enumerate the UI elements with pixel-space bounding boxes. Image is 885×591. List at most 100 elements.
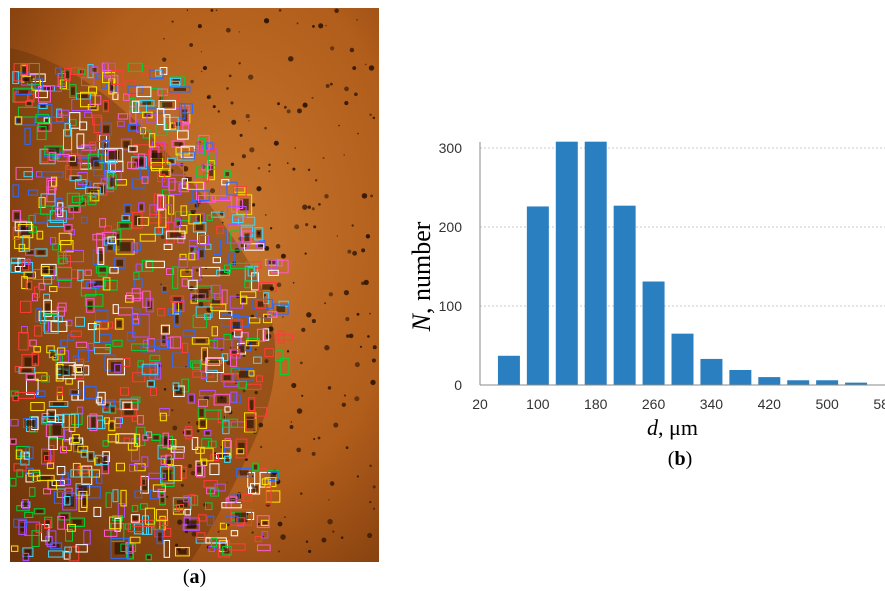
detection-box <box>155 509 168 521</box>
particle <box>240 243 247 248</box>
particle <box>139 156 144 165</box>
particle <box>87 301 93 310</box>
detection-box <box>201 438 213 448</box>
detection-box <box>10 477 17 487</box>
detection-box <box>10 257 21 265</box>
detection-box <box>206 214 213 222</box>
particle <box>185 518 189 524</box>
particle <box>348 333 354 339</box>
particle <box>226 482 228 484</box>
detection-box <box>134 463 146 472</box>
particle <box>88 453 93 460</box>
detection-box <box>129 106 137 124</box>
detection-box <box>190 360 202 368</box>
detection-box <box>211 195 232 202</box>
detection-box <box>169 76 185 87</box>
detection-box <box>239 291 257 299</box>
detection-box <box>271 259 289 274</box>
detection-box <box>155 69 163 77</box>
particle <box>187 520 197 528</box>
particle <box>354 362 360 368</box>
detection-box <box>138 202 145 213</box>
detection-box <box>112 92 119 100</box>
particle <box>200 51 203 53</box>
detection-box <box>178 183 189 193</box>
detection-box <box>142 434 149 441</box>
particle <box>278 550 280 553</box>
bar-220 <box>613 205 636 385</box>
detection-box <box>104 279 118 291</box>
detection-box <box>133 271 140 280</box>
particle <box>352 250 358 256</box>
detection-box <box>141 363 159 375</box>
detection-box <box>131 308 141 326</box>
particle <box>343 290 350 296</box>
detection-box <box>84 111 93 118</box>
particle <box>82 497 87 506</box>
detection-box <box>173 107 183 123</box>
detection-box <box>57 515 66 530</box>
detection-box <box>152 484 166 492</box>
particle <box>290 421 293 423</box>
particle <box>226 87 229 90</box>
particle <box>264 246 270 251</box>
detection-box <box>267 311 278 318</box>
particle <box>124 403 131 409</box>
particle <box>318 23 324 29</box>
detection-box <box>57 347 66 355</box>
particle <box>357 132 359 135</box>
particle <box>302 204 308 210</box>
detection-box <box>116 221 133 230</box>
detection-box <box>92 249 100 266</box>
detection-box <box>227 224 241 244</box>
bar-260 <box>642 281 665 385</box>
particle <box>161 170 168 175</box>
particle <box>256 230 262 238</box>
particle <box>185 547 187 550</box>
detection-box <box>188 214 201 225</box>
detection-box <box>132 372 146 383</box>
particle <box>263 18 270 24</box>
particle <box>231 119 237 125</box>
detection-box <box>141 259 154 272</box>
detection-box <box>35 114 49 123</box>
detection-box <box>50 320 68 332</box>
detection-box <box>181 342 189 353</box>
detection-box <box>179 224 188 234</box>
detection-box <box>248 317 261 324</box>
particle <box>169 159 174 163</box>
detection-box <box>186 181 204 190</box>
particle <box>238 62 241 65</box>
detection-box <box>212 257 221 264</box>
detection-box <box>77 269 84 282</box>
particle <box>328 499 330 501</box>
particle <box>92 67 97 72</box>
detection-box <box>35 90 48 99</box>
particle <box>311 451 316 456</box>
particle <box>190 79 194 84</box>
detection-box <box>170 295 184 303</box>
detection-box <box>56 108 63 118</box>
detection-box <box>33 346 41 353</box>
detection-box <box>38 102 48 109</box>
detection-box <box>56 306 65 317</box>
detection-box <box>242 230 252 245</box>
particle <box>269 473 276 479</box>
detection-box <box>125 295 134 303</box>
detection-box <box>12 226 20 240</box>
particle <box>21 223 26 230</box>
detection-box <box>79 91 96 108</box>
particle <box>329 481 335 486</box>
particle <box>14 212 20 220</box>
particle <box>66 491 71 501</box>
particle <box>313 438 316 441</box>
detection-box <box>229 348 241 356</box>
particle <box>195 421 201 426</box>
detection-box <box>274 334 293 341</box>
particle <box>289 425 294 429</box>
particle <box>296 408 303 414</box>
detection-box <box>25 373 36 381</box>
detection-box <box>102 99 109 113</box>
particle <box>104 143 108 152</box>
detection-box <box>34 78 44 90</box>
